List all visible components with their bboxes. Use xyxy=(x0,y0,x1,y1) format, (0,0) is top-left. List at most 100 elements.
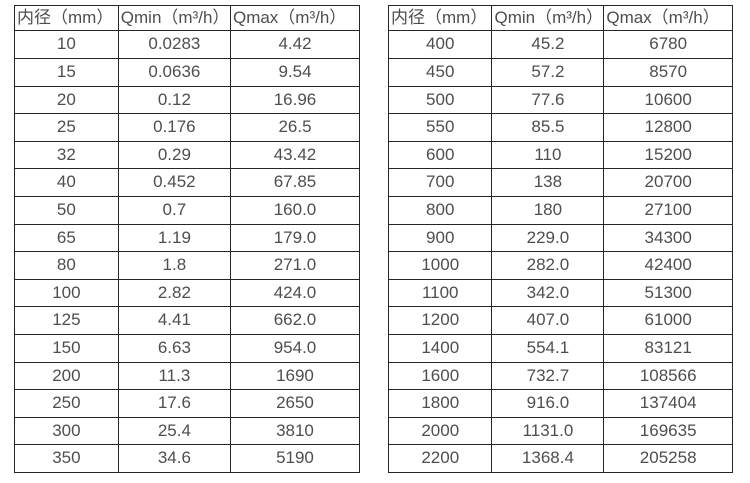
table-cell: 200 xyxy=(14,361,119,391)
table-cell: 4.41 xyxy=(117,306,231,335)
column-header: Qmin（m³/h） xyxy=(491,4,605,32)
table-cell: 1400 xyxy=(387,333,493,363)
table-cell: 125 xyxy=(14,306,119,335)
table-cell: 250 xyxy=(14,389,119,418)
table-cell: 1000 xyxy=(387,251,493,280)
table-row: 550 85.5 12800 xyxy=(387,113,733,142)
table-cell: 51300 xyxy=(603,278,733,308)
table-cell: 15200 xyxy=(603,140,733,170)
table-row: 32 0.29 43.42 xyxy=(14,140,361,170)
column-header: Qmax（m³/h） xyxy=(229,4,361,32)
table-cell: 169635 xyxy=(603,416,733,446)
table-cell: 954.0 xyxy=(229,333,361,363)
table-cell: 15 xyxy=(14,57,119,87)
table-row: 700 138 20700 xyxy=(387,168,733,197)
table-cell: 0.29 xyxy=(117,140,231,170)
table-cell: 110 xyxy=(491,140,605,170)
table-cell: 500 xyxy=(387,85,493,115)
table-row: 250 17.6 2650 xyxy=(14,389,361,418)
table-cell: 450 xyxy=(387,57,493,87)
table-cell: 554.1 xyxy=(491,333,605,363)
table-row: 2200 1368.4 205258 xyxy=(387,444,733,473)
table-cell: 600 xyxy=(387,140,493,170)
table-cell: 25.4 xyxy=(117,416,231,446)
table-cell: 26.5 xyxy=(229,113,361,142)
table-cell: 5190 xyxy=(229,444,361,473)
table-cell: 9.54 xyxy=(229,57,361,87)
table-cell: 1600 xyxy=(387,361,493,391)
table-cell: 1800 xyxy=(387,389,493,418)
table-cell: 137404 xyxy=(603,389,733,418)
table-row: 80 1.8 271.0 xyxy=(14,251,361,280)
table-cell: 1690 xyxy=(229,361,361,391)
table-cell: 85.5 xyxy=(491,113,605,142)
table-cell: 40 xyxy=(14,168,119,197)
header-row: 内径（mm） Qmin（m³/h） Qmax（m³/h） xyxy=(14,4,361,32)
table-row: 1400 554.1 83121 xyxy=(387,333,733,363)
table-row: 125 4.41 662.0 xyxy=(14,306,361,335)
table-row: 300 25.4 3810 xyxy=(14,416,361,446)
table-row: 400 45.2 6780 xyxy=(387,30,733,59)
table-cell: 32 xyxy=(14,140,119,170)
table-cell: 20 xyxy=(14,85,119,115)
table-cell: 282.0 xyxy=(491,251,605,280)
table-cell: 407.0 xyxy=(491,306,605,335)
table-cell: 16.96 xyxy=(229,85,361,115)
table-cell: 0.12 xyxy=(117,85,231,115)
table-cell: 1200 xyxy=(387,306,493,335)
table-row: 15 0.0636 9.54 xyxy=(14,57,361,87)
table-cell: 1.19 xyxy=(117,223,231,253)
table-cell: 8570 xyxy=(603,57,733,87)
table-cell: 180 xyxy=(491,195,605,225)
table-cell: 1.8 xyxy=(117,251,231,280)
table-cell: 43.42 xyxy=(229,140,361,170)
table-cell: 350 xyxy=(14,444,119,473)
table-cell: 342.0 xyxy=(491,278,605,308)
table-cell: 25 xyxy=(14,113,119,142)
table-cell: 45.2 xyxy=(491,30,605,59)
table-cell: 400 xyxy=(387,30,493,59)
column-header: 内径（mm） xyxy=(387,4,493,32)
table-row: 150 6.63 954.0 xyxy=(14,333,361,363)
table-cell: 3810 xyxy=(229,416,361,446)
table-cell: 83121 xyxy=(603,333,733,363)
table-row: 100 2.82 424.0 xyxy=(14,278,361,308)
table-row: 200 11.3 1690 xyxy=(14,361,361,391)
column-header: Qmax（m³/h） xyxy=(603,4,733,32)
table-cell: 424.0 xyxy=(229,278,361,308)
table-cell: 1368.4 xyxy=(491,444,605,473)
table-cell: 4.42 xyxy=(229,30,361,59)
table-cell: 10 xyxy=(14,30,119,59)
table-cell: 300 xyxy=(14,416,119,446)
table-cell: 550 xyxy=(387,113,493,142)
table-cell: 17.6 xyxy=(117,389,231,418)
table-cell: 61000 xyxy=(603,306,733,335)
table-cell: 662.0 xyxy=(229,306,361,335)
table-cell: 0.0283 xyxy=(117,30,231,59)
flow-table-small-diameters: 内径（mm） Qmin（m³/h） Qmax（m³/h） 10 0.0283 4.42 15… xyxy=(14,4,361,473)
table-row: 20 0.12 16.96 xyxy=(14,85,361,115)
table-row: 50 0.7 160.0 xyxy=(14,195,361,225)
table-row: 900 229.0 34300 xyxy=(387,223,733,253)
table-row: 1000 282.0 42400 xyxy=(387,251,733,280)
table-cell: 34.6 xyxy=(117,444,231,473)
table-row: 1100 342.0 51300 xyxy=(387,278,733,308)
table-row: 500 77.6 10600 xyxy=(387,85,733,115)
table-cell: 34300 xyxy=(603,223,733,253)
table-cell: 0.176 xyxy=(117,113,231,142)
table-cell: 27100 xyxy=(603,195,733,225)
table-cell: 11.3 xyxy=(117,361,231,391)
table-cell: 2200 xyxy=(387,444,493,473)
table-cell: 179.0 xyxy=(229,223,361,253)
table-row: 350 34.6 5190 xyxy=(14,444,361,473)
flow-table-large-diameters: 内径（mm） Qmin（m³/h） Qmax（m³/h） 400 45.2 6780 450… xyxy=(387,4,733,473)
table-cell: 160.0 xyxy=(229,195,361,225)
table-cell: 42400 xyxy=(603,251,733,280)
table-row: 40 0.452 67.85 xyxy=(14,168,361,197)
table-cell: 229.0 xyxy=(491,223,605,253)
table-row: 65 1.19 179.0 xyxy=(14,223,361,253)
table-row: 600 110 15200 xyxy=(387,140,733,170)
table-row: 25 0.176 26.5 xyxy=(14,113,361,142)
table-cell: 6.63 xyxy=(117,333,231,363)
